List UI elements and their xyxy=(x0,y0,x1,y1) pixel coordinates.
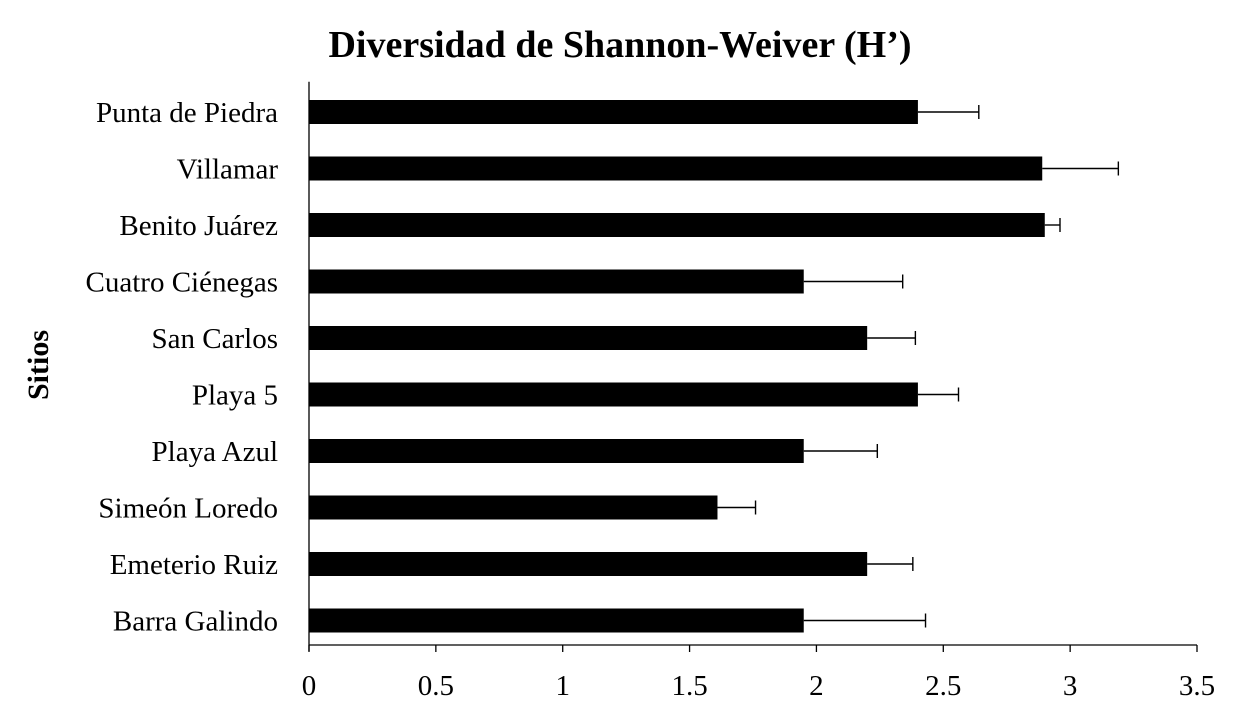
category-label: San Carlos xyxy=(152,323,278,355)
x-tick-label: 3 xyxy=(1063,670,1078,702)
axes-group xyxy=(308,81,1197,651)
bar xyxy=(309,495,718,520)
bar xyxy=(309,326,868,350)
category-label: Playa Azul xyxy=(152,436,278,468)
category-label: Simeón Loredo xyxy=(98,493,278,525)
error-bars-group xyxy=(717,105,1120,628)
category-label: Punta de Piedra xyxy=(96,97,278,129)
category-label: Benito Juárez xyxy=(119,210,278,242)
category-label: Barra Galindo xyxy=(113,606,278,638)
x-tick-label: 1.5 xyxy=(671,670,707,702)
bar xyxy=(309,156,1043,181)
chart-title: Diversidad de Shannon-Weiver (H’) xyxy=(328,24,911,66)
x-tick-label: 0 xyxy=(302,670,317,702)
bar xyxy=(309,382,918,407)
x-tick-label: 1 xyxy=(555,670,570,702)
x-ticks-group: 0 0.5 1 1.5 2 2.5 3 3.5 xyxy=(302,645,1215,702)
bar xyxy=(309,608,804,633)
bar xyxy=(309,269,804,294)
category-labels-group: Punta de Piedra Villamar Benito Juárez Cuat… xyxy=(86,97,279,638)
category-label: Cuatro Ciénegas xyxy=(86,267,278,299)
y-axis-label: Sitios xyxy=(22,330,55,400)
x-tick-label: 0.5 xyxy=(418,670,454,702)
x-tick-label: 3.5 xyxy=(1179,670,1215,702)
category-label: Villamar xyxy=(177,154,279,186)
bar xyxy=(309,439,804,463)
bar xyxy=(309,100,918,124)
bars-group xyxy=(309,100,1045,633)
x-tick-label: 2 xyxy=(809,670,824,702)
x-tick-label: 2.5 xyxy=(925,670,961,702)
category-label: Playa 5 xyxy=(192,380,278,412)
category-label: Emeterio Ruiz xyxy=(110,549,278,581)
bar xyxy=(309,213,1045,237)
bar xyxy=(309,552,868,576)
